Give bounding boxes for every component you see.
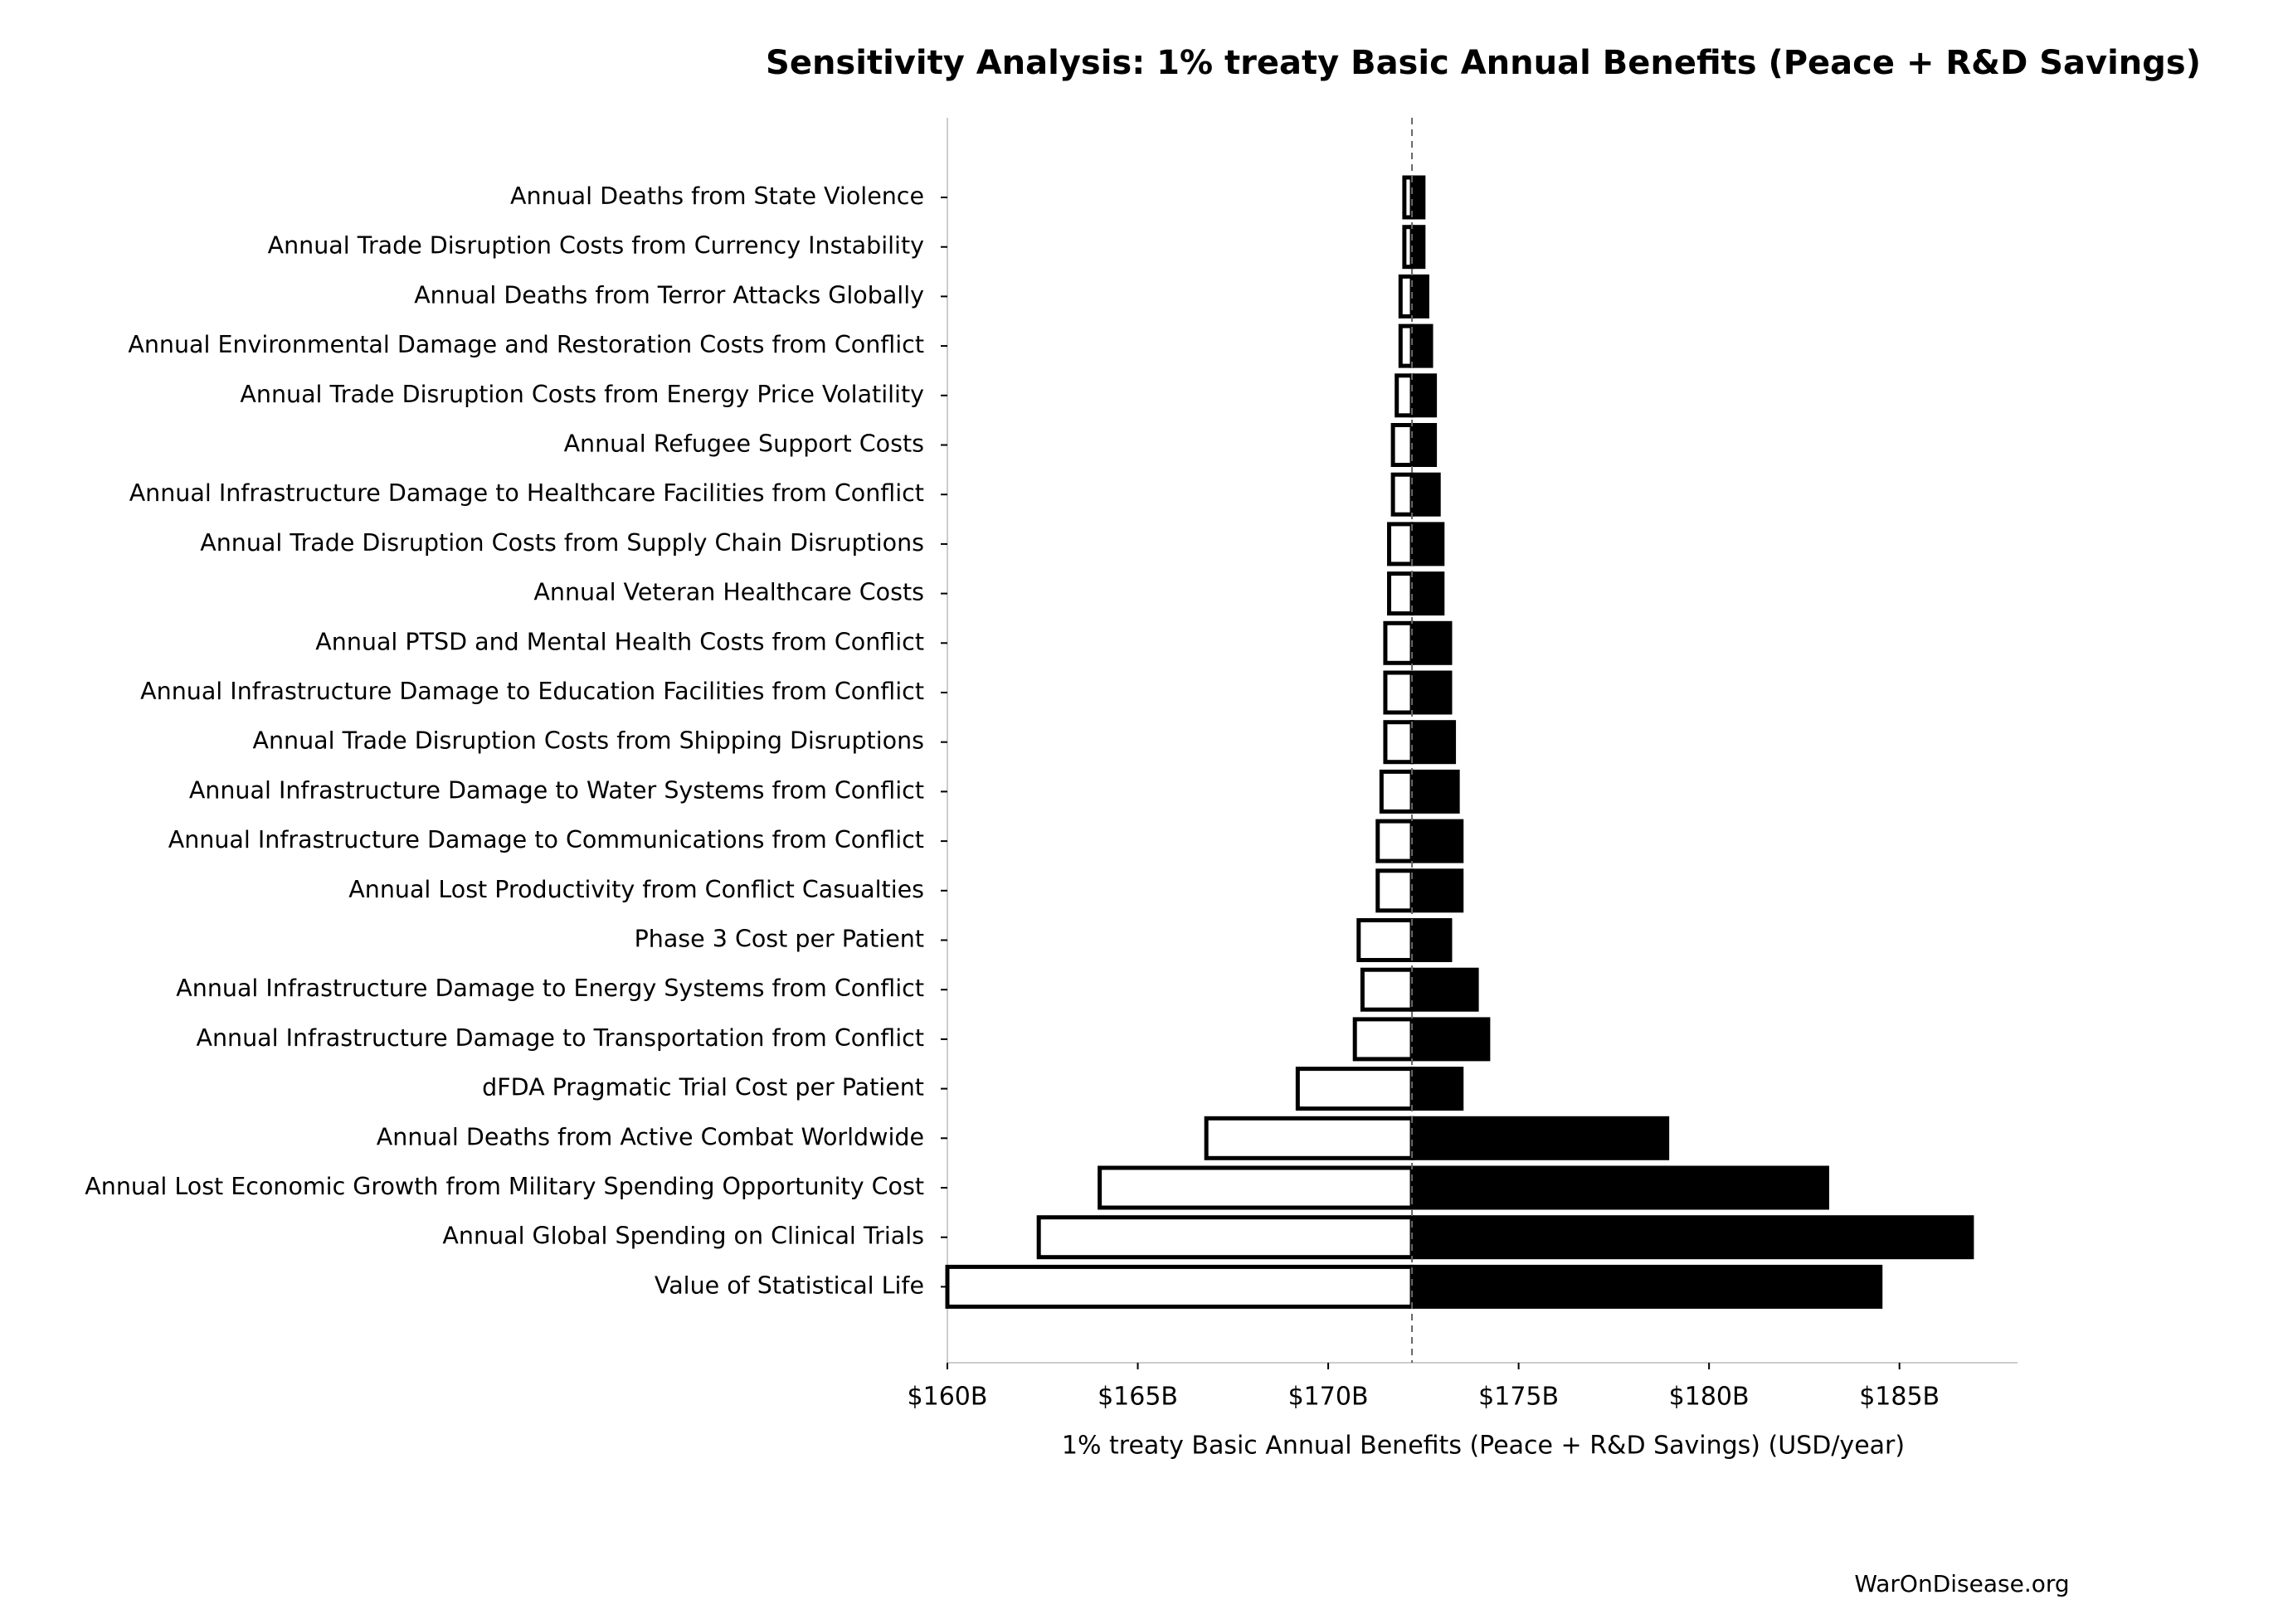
source-note: WarOnDisease.org — [1854, 1570, 2069, 1597]
high-bar — [1409, 373, 1438, 418]
low-bar — [1375, 868, 1414, 913]
y-tick-label: Annual Infrastructure Damage to Educatio… — [140, 678, 924, 705]
high-bar — [1409, 1067, 1464, 1111]
x-tick-label: $180B — [1669, 1383, 1750, 1412]
low-bar — [1390, 423, 1414, 467]
high-bar — [1409, 274, 1429, 318]
low-bar — [1360, 967, 1414, 1012]
high-bar — [1409, 323, 1433, 368]
high-bar — [1409, 769, 1460, 814]
high-bar — [1409, 967, 1479, 1012]
low-bar — [1356, 918, 1414, 962]
low-bar — [1375, 819, 1414, 863]
high-bar — [1409, 472, 1441, 517]
high-bar — [1409, 225, 1426, 270]
y-tick-label: Annual Trade Disruption Costs from Curre… — [268, 232, 925, 260]
y-tick-label: Annual Infrastructure Damage to Water Sy… — [189, 776, 924, 804]
y-tick-label: Annual Trade Disruption Costs from Suppl… — [200, 529, 924, 557]
y-tick-label: Annual Infrastructure Damage to Communic… — [168, 826, 924, 853]
high-bar — [1409, 522, 1445, 566]
y-tick-label: Annual Global Spending on Clinical Trial… — [442, 1223, 924, 1250]
low-bar — [1295, 1067, 1414, 1111]
high-bar — [1409, 868, 1464, 913]
low-bar — [1379, 769, 1414, 814]
y-tick-label: Phase 3 Cost per Patient — [635, 926, 924, 953]
high-bar — [1409, 175, 1426, 220]
high-bar — [1409, 918, 1453, 962]
low-bar — [1395, 373, 1414, 418]
high-bar — [1409, 423, 1438, 467]
y-tick-label: Annual Lost Economic Growth from Militar… — [85, 1173, 924, 1200]
high-bar — [1409, 1017, 1491, 1062]
low-bar — [1390, 472, 1414, 517]
high-bar — [1409, 1215, 1974, 1260]
high-bar — [1409, 1165, 1829, 1210]
high-bar — [1409, 1116, 1670, 1160]
low-bar — [1387, 522, 1414, 566]
low-bar — [1204, 1116, 1414, 1160]
low-bar — [1036, 1215, 1414, 1260]
y-tick-label: Annual Trade Disruption Costs from Shipp… — [252, 727, 924, 755]
low-bar — [1098, 1165, 1414, 1210]
y-tick-label: dFDA Pragmatic Trial Cost per Patient — [482, 1074, 924, 1101]
high-bar — [1409, 720, 1457, 765]
high-bar — [1409, 620, 1453, 665]
y-tick-label: Annual Refugee Support Costs — [564, 430, 924, 458]
x-tick-label: $170B — [1288, 1383, 1369, 1412]
y-tick-label: Annual Environmental Damage and Restorat… — [128, 331, 924, 358]
y-tick-label: Annual Deaths from Active Combat Worldwi… — [377, 1123, 924, 1150]
y-tick-label: Annual Infrastructure Damage to Healthca… — [129, 479, 924, 507]
y-tick-label: Annual Deaths from Terror Attacks Global… — [414, 281, 924, 309]
y-tick-label: Annual PTSD and Mental Health Costs from… — [315, 628, 924, 655]
high-bar — [1409, 670, 1453, 715]
low-bar — [1352, 1017, 1414, 1062]
y-tick-label: Annual Veteran Healthcare Costs — [533, 579, 924, 606]
y-tick-label: Annual Trade Disruption Costs from Energ… — [240, 381, 924, 408]
low-bar — [1383, 670, 1414, 715]
y-tick-label: Annual Deaths from State Violence — [510, 182, 924, 210]
high-bar — [1409, 1264, 1883, 1309]
low-bar — [1383, 720, 1414, 765]
low-bar — [945, 1264, 1414, 1309]
x-tick-label: $160B — [908, 1383, 988, 1412]
x-tick-label: $185B — [1859, 1383, 1940, 1412]
high-bar — [1409, 571, 1445, 616]
y-tick-label: Annual Lost Productivity from Conflict C… — [348, 876, 924, 903]
x-tick-label: $165B — [1098, 1383, 1178, 1412]
chart-title: Sensitivity Analysis: 1% treaty Basic An… — [766, 44, 2201, 82]
y-tick-label: Annual Infrastructure Damage to Transpor… — [196, 1024, 924, 1052]
x-axis-label: 1% treaty Basic Annual Benefits (Peace +… — [1062, 1432, 1905, 1461]
high-bar — [1409, 819, 1464, 863]
low-bar — [1383, 620, 1414, 665]
x-tick-label: $175B — [1478, 1383, 1559, 1412]
y-tick-label: Value of Statistical Life — [655, 1271, 924, 1299]
low-bar — [1387, 571, 1414, 616]
y-tick-label: Annual Infrastructure Damage to Energy S… — [176, 975, 924, 1002]
